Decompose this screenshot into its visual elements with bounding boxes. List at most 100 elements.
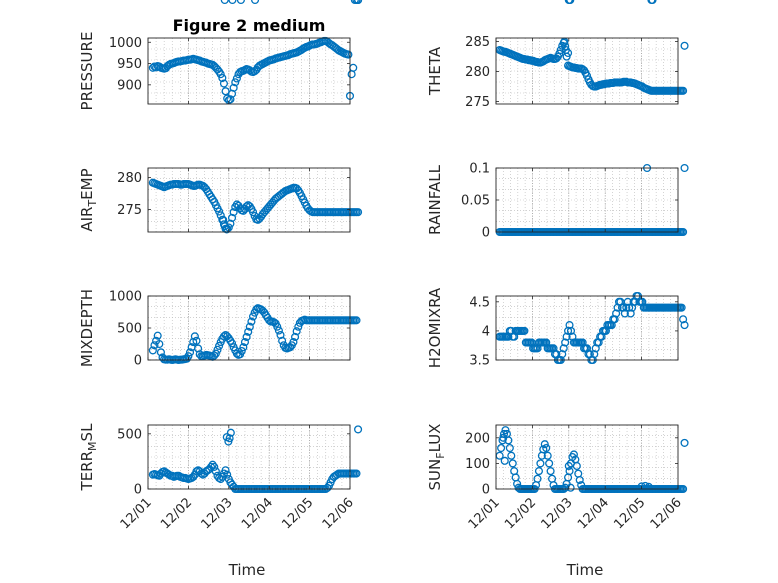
data-point <box>242 332 251 342</box>
data-point <box>497 443 506 453</box>
x-tick-label: 12/05 <box>611 495 648 532</box>
data-point <box>227 213 237 222</box>
data-point <box>155 339 164 349</box>
data-point <box>559 344 568 353</box>
data-point <box>194 344 203 353</box>
data-point <box>625 303 634 312</box>
data-point <box>213 345 222 354</box>
data-point <box>533 474 542 483</box>
data-point <box>273 322 282 331</box>
data-point <box>231 78 240 87</box>
data-point <box>278 336 287 345</box>
y-tick-label: 3.5 <box>469 354 490 369</box>
y-tick-label: 1000 <box>109 290 142 305</box>
data-point <box>505 443 514 453</box>
y-tick-label: 4.5 <box>469 295 490 310</box>
axes-box <box>495 37 679 105</box>
data-point <box>680 163 689 173</box>
data-point <box>582 71 592 80</box>
data-point <box>564 326 573 335</box>
x-tick-label: 12/06 <box>648 495 685 532</box>
y-axis-label: MIXDEPTH <box>78 289 96 367</box>
y-tick-label: 280 <box>117 171 142 186</box>
subplot-rainfall: 0.1 0.05 0 RAINFALL <box>426 0 689 241</box>
data-point <box>190 332 199 341</box>
data-point <box>565 321 574 330</box>
data-point <box>245 322 254 331</box>
data-point <box>221 466 230 475</box>
data-point <box>648 0 657 5</box>
data-point <box>251 0 260 5</box>
data-point <box>561 338 570 347</box>
data-point <box>508 459 517 468</box>
axes-box <box>495 424 679 490</box>
data-point <box>292 327 301 336</box>
data-point <box>223 94 232 103</box>
data-point <box>148 346 157 355</box>
y-tick-label: 0 <box>482 483 490 498</box>
data-point <box>226 428 235 437</box>
y-tick-label: 0.1 <box>469 162 490 177</box>
x-tick-label: 12/06 <box>320 495 357 532</box>
data-point <box>219 79 229 88</box>
data-point <box>558 350 567 359</box>
data-point <box>354 425 363 434</box>
x-tick-label: 12/01 <box>466 495 503 532</box>
data-point <box>546 467 555 476</box>
data-point <box>680 41 689 50</box>
data-point <box>218 73 227 83</box>
data-point <box>215 207 224 216</box>
data-point <box>153 331 162 340</box>
series-airtemp <box>148 178 363 234</box>
y-axis-label: AIRTEMP <box>78 168 99 231</box>
data-point <box>192 467 201 476</box>
data-point <box>619 303 628 312</box>
data-point <box>555 49 564 58</box>
x-tick-label: 12/03 <box>539 495 576 532</box>
data-point <box>219 332 229 341</box>
data-point <box>534 467 543 476</box>
data-point <box>572 461 581 471</box>
y-axis-label: TERRMSL <box>78 423 99 492</box>
subplot-h2omixra: 4.5 4 3.5 H2OMIXRA <box>426 0 689 369</box>
data-point <box>227 339 237 348</box>
data-point <box>229 208 238 217</box>
y-tick-label: 200 <box>465 431 490 446</box>
x-tick-label: 12/02 <box>502 495 539 532</box>
data-point <box>566 483 575 492</box>
data-point <box>680 438 689 447</box>
data-point <box>352 316 361 325</box>
data-point <box>679 227 688 237</box>
data-point <box>206 462 216 471</box>
data-point <box>354 208 363 217</box>
data-point <box>562 332 571 341</box>
data-point <box>237 346 246 356</box>
chart-title: Figure 2 medium <box>173 16 326 35</box>
series-mixdepth <box>148 0 363 365</box>
y-tick-label: 285 <box>465 35 490 50</box>
data-point <box>156 348 165 357</box>
data-point <box>545 459 554 468</box>
x-tick-label: 12/03 <box>199 495 236 532</box>
y-tick-label: 950 <box>117 57 142 72</box>
data-point <box>244 327 253 336</box>
data-point <box>354 0 363 5</box>
data-point <box>216 211 225 220</box>
y-axis-label: THETA <box>426 46 444 96</box>
y-tick-label: 0 <box>134 483 142 498</box>
data-point <box>679 315 688 324</box>
data-point <box>211 467 220 476</box>
data-point <box>185 348 195 357</box>
axes-box <box>495 295 679 361</box>
data-point <box>612 309 621 318</box>
data-point <box>248 312 258 321</box>
data-point <box>680 321 689 330</box>
data-point <box>499 433 508 442</box>
data-point <box>679 484 688 494</box>
data-point <box>501 426 510 435</box>
data-point <box>590 350 599 359</box>
data-point <box>222 225 231 234</box>
data-point <box>291 332 300 342</box>
data-point <box>150 341 159 350</box>
